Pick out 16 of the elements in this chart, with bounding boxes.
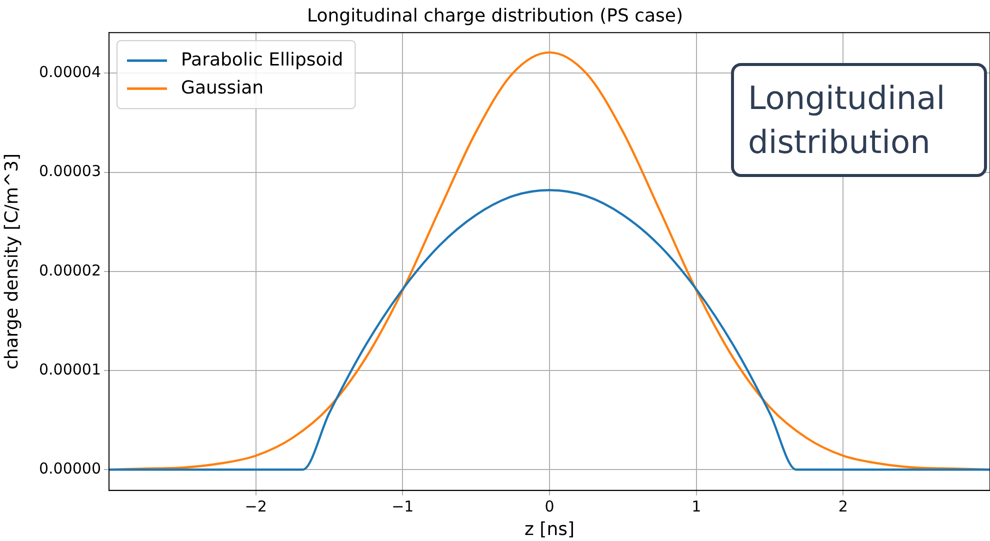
y-tick-label: 0.00002: [38, 261, 101, 280]
chart-title: Longitudinal charge distribution (PS case): [307, 5, 683, 26]
x-tick-label: 0: [544, 497, 554, 516]
x-tick-label: 1: [692, 497, 702, 516]
y-axis-title: charge density [C/m^3]: [1, 153, 22, 370]
x-tick-label: −2: [244, 497, 267, 516]
legend-label: Gaussian: [181, 77, 264, 98]
y-tick-label: 0.00000: [38, 459, 101, 478]
y-tick-label: 0.00003: [38, 162, 101, 180]
x-tick-label: 2: [838, 497, 848, 516]
x-axis-title: z [ns]: [524, 518, 575, 540]
annotation: Longitudinal distribution: [731, 63, 987, 177]
legend-label: Parabolic Ellipsoid: [181, 49, 344, 70]
x-tick-label: −1: [392, 497, 414, 516]
y-tick-label: 0.00001: [38, 360, 101, 378]
y-tick-label: 0.00004: [38, 63, 101, 82]
